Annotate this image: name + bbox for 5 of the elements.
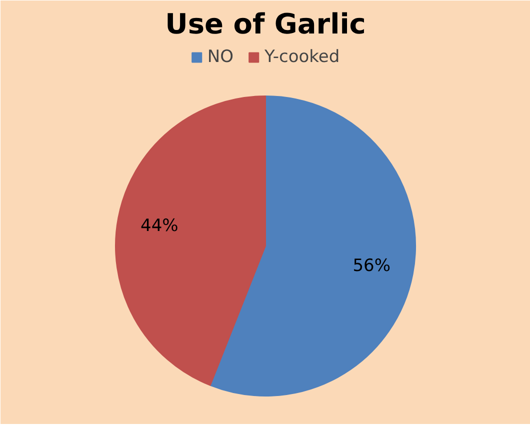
data-label: 56% bbox=[352, 256, 390, 276]
legend-label: Y-cooked bbox=[264, 47, 340, 67]
data-label: 44% bbox=[140, 216, 178, 236]
legend-label: NO bbox=[207, 47, 234, 67]
chart-title: Use of Garlic bbox=[165, 8, 366, 40]
